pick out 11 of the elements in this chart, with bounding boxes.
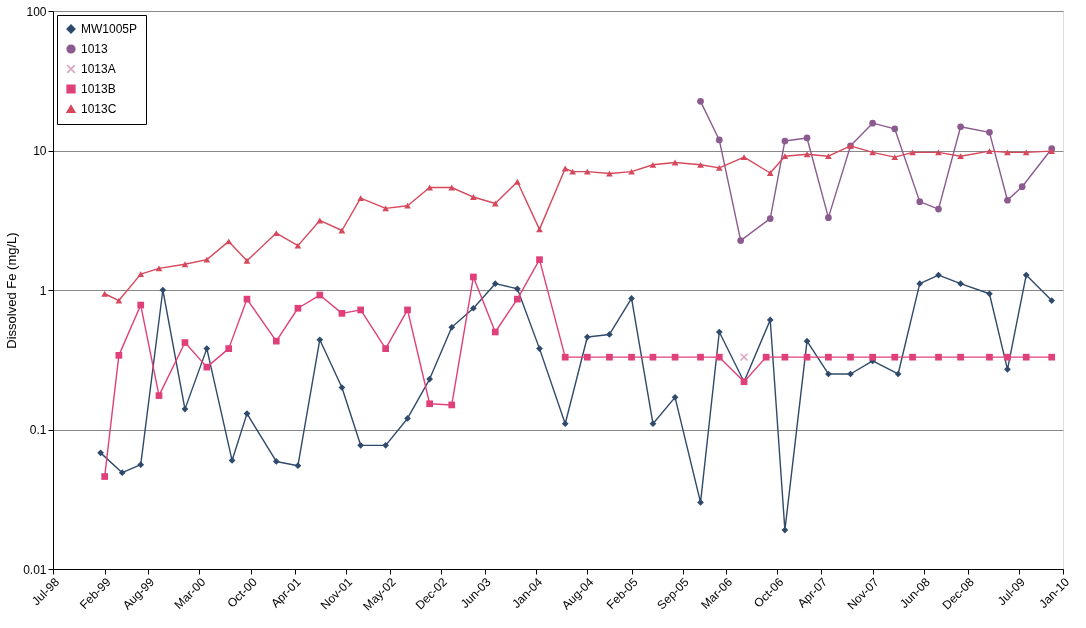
legend-label: MW1005P (81, 22, 138, 36)
legend-label: 1013 (81, 42, 109, 56)
legend-label: 1013C (81, 102, 117, 116)
y-tick-label: 100 (26, 4, 47, 19)
y-tick-label: 10 (33, 144, 47, 158)
legend-label: 1013B (81, 82, 116, 96)
y-tick-label: 0.01 (23, 562, 47, 577)
y-axis-title: Dissolved Fe (mg/L) (4, 232, 20, 349)
legend-label: 1013A (81, 62, 116, 76)
y-tick-label: 1 (39, 283, 47, 298)
y-tick-label: 0.1 (29, 423, 47, 437)
